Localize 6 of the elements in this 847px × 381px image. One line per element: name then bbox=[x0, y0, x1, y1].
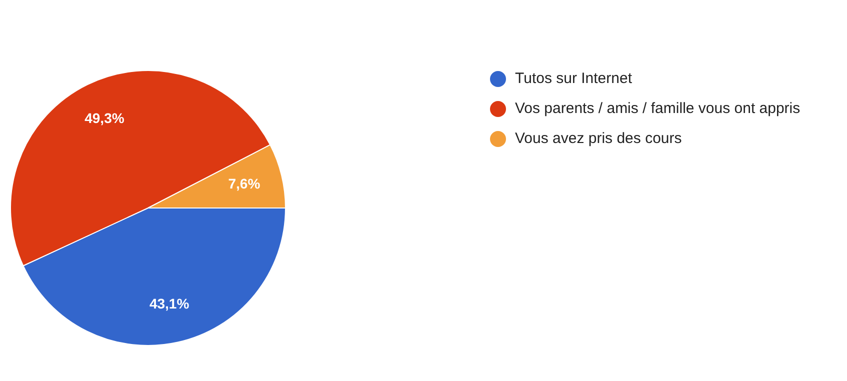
data-label: 49,3% bbox=[84, 110, 125, 126]
data-label: 43,1% bbox=[149, 296, 190, 312]
legend-label: Tutos sur Internet bbox=[515, 69, 632, 89]
legend-label: Vos parents / amis / famille vous ont appris bbox=[515, 99, 800, 119]
legend-label: Vous avez pris des cours bbox=[515, 129, 682, 149]
data-label: 7,6% bbox=[228, 175, 261, 192]
